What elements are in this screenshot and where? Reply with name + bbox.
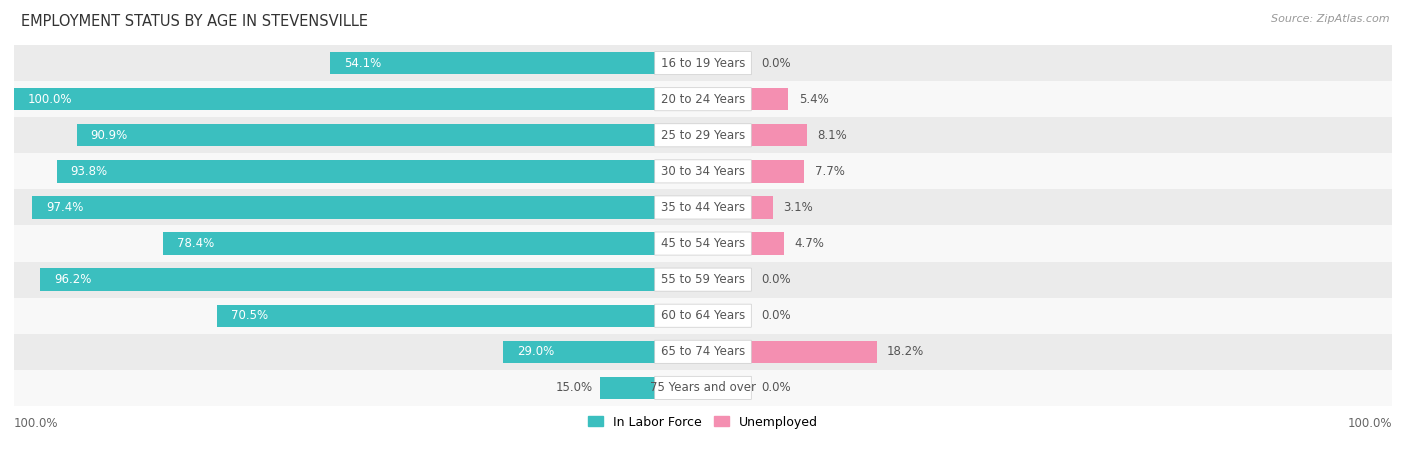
Bar	[32, 196, 655, 219]
FancyBboxPatch shape	[655, 196, 751, 219]
Text: 0.0%: 0.0%	[762, 382, 792, 394]
Text: 100.0%: 100.0%	[28, 93, 72, 106]
Text: 96.2%: 96.2%	[53, 273, 91, 286]
Text: 0.0%: 0.0%	[762, 273, 792, 286]
Text: 4.7%: 4.7%	[794, 237, 824, 250]
Bar	[14, 81, 1392, 117]
FancyBboxPatch shape	[655, 232, 751, 255]
Bar	[14, 88, 655, 110]
FancyBboxPatch shape	[655, 87, 751, 111]
Text: 29.0%: 29.0%	[517, 345, 554, 358]
Text: 3.1%: 3.1%	[783, 201, 813, 214]
Text: Source: ZipAtlas.com: Source: ZipAtlas.com	[1271, 14, 1389, 23]
Bar	[751, 196, 772, 219]
Text: 70.5%: 70.5%	[231, 309, 269, 322]
Bar	[41, 268, 655, 291]
Text: 0.0%: 0.0%	[762, 57, 792, 69]
Bar	[14, 153, 1392, 189]
Text: 55 to 59 Years: 55 to 59 Years	[661, 273, 745, 286]
Bar	[14, 45, 1392, 81]
Text: 93.8%: 93.8%	[70, 165, 108, 178]
Text: EMPLOYMENT STATUS BY AGE IN STEVENSVILLE: EMPLOYMENT STATUS BY AGE IN STEVENSVILLE	[21, 14, 368, 28]
Text: 30 to 34 Years: 30 to 34 Years	[661, 165, 745, 178]
Bar	[330, 52, 655, 74]
Text: 0.0%: 0.0%	[762, 309, 792, 322]
Bar	[599, 377, 655, 399]
Text: 16 to 19 Years: 16 to 19 Years	[661, 57, 745, 69]
Bar	[14, 370, 1392, 406]
Text: 15.0%: 15.0%	[555, 382, 593, 394]
Text: 97.4%: 97.4%	[46, 201, 83, 214]
FancyBboxPatch shape	[655, 268, 751, 291]
Text: 7.7%: 7.7%	[814, 165, 845, 178]
Text: 90.9%: 90.9%	[90, 129, 128, 142]
Bar	[77, 124, 655, 147]
Bar	[751, 232, 783, 255]
Text: 65 to 74 Years: 65 to 74 Years	[661, 345, 745, 358]
Text: 54.1%: 54.1%	[344, 57, 381, 69]
Bar	[14, 189, 1392, 226]
Bar	[751, 124, 807, 147]
Text: 20 to 24 Years: 20 to 24 Years	[661, 93, 745, 106]
FancyBboxPatch shape	[655, 376, 751, 400]
Text: 45 to 54 Years: 45 to 54 Years	[661, 237, 745, 250]
Bar	[503, 341, 655, 363]
Bar	[218, 304, 655, 327]
Bar	[14, 117, 1392, 153]
Text: 18.2%: 18.2%	[887, 345, 924, 358]
Bar	[14, 262, 1392, 298]
Bar	[14, 298, 1392, 334]
FancyBboxPatch shape	[655, 51, 751, 75]
FancyBboxPatch shape	[655, 160, 751, 183]
Text: 100.0%: 100.0%	[14, 417, 59, 430]
Text: 5.4%: 5.4%	[799, 93, 828, 106]
Text: 78.4%: 78.4%	[177, 237, 214, 250]
FancyBboxPatch shape	[655, 304, 751, 327]
Text: 8.1%: 8.1%	[817, 129, 846, 142]
Text: 60 to 64 Years: 60 to 64 Years	[661, 309, 745, 322]
Bar	[751, 88, 789, 110]
Bar	[56, 160, 655, 183]
Text: 25 to 29 Years: 25 to 29 Years	[661, 129, 745, 142]
Text: 35 to 44 Years: 35 to 44 Years	[661, 201, 745, 214]
FancyBboxPatch shape	[655, 124, 751, 147]
FancyBboxPatch shape	[655, 340, 751, 364]
Text: 100.0%: 100.0%	[1347, 417, 1392, 430]
Bar	[14, 334, 1392, 370]
Bar	[14, 226, 1392, 262]
Bar	[751, 160, 804, 183]
Bar	[751, 341, 876, 363]
Text: 75 Years and over: 75 Years and over	[650, 382, 756, 394]
Bar	[163, 232, 655, 255]
Legend: In Labor Force, Unemployed: In Labor Force, Unemployed	[588, 415, 818, 428]
